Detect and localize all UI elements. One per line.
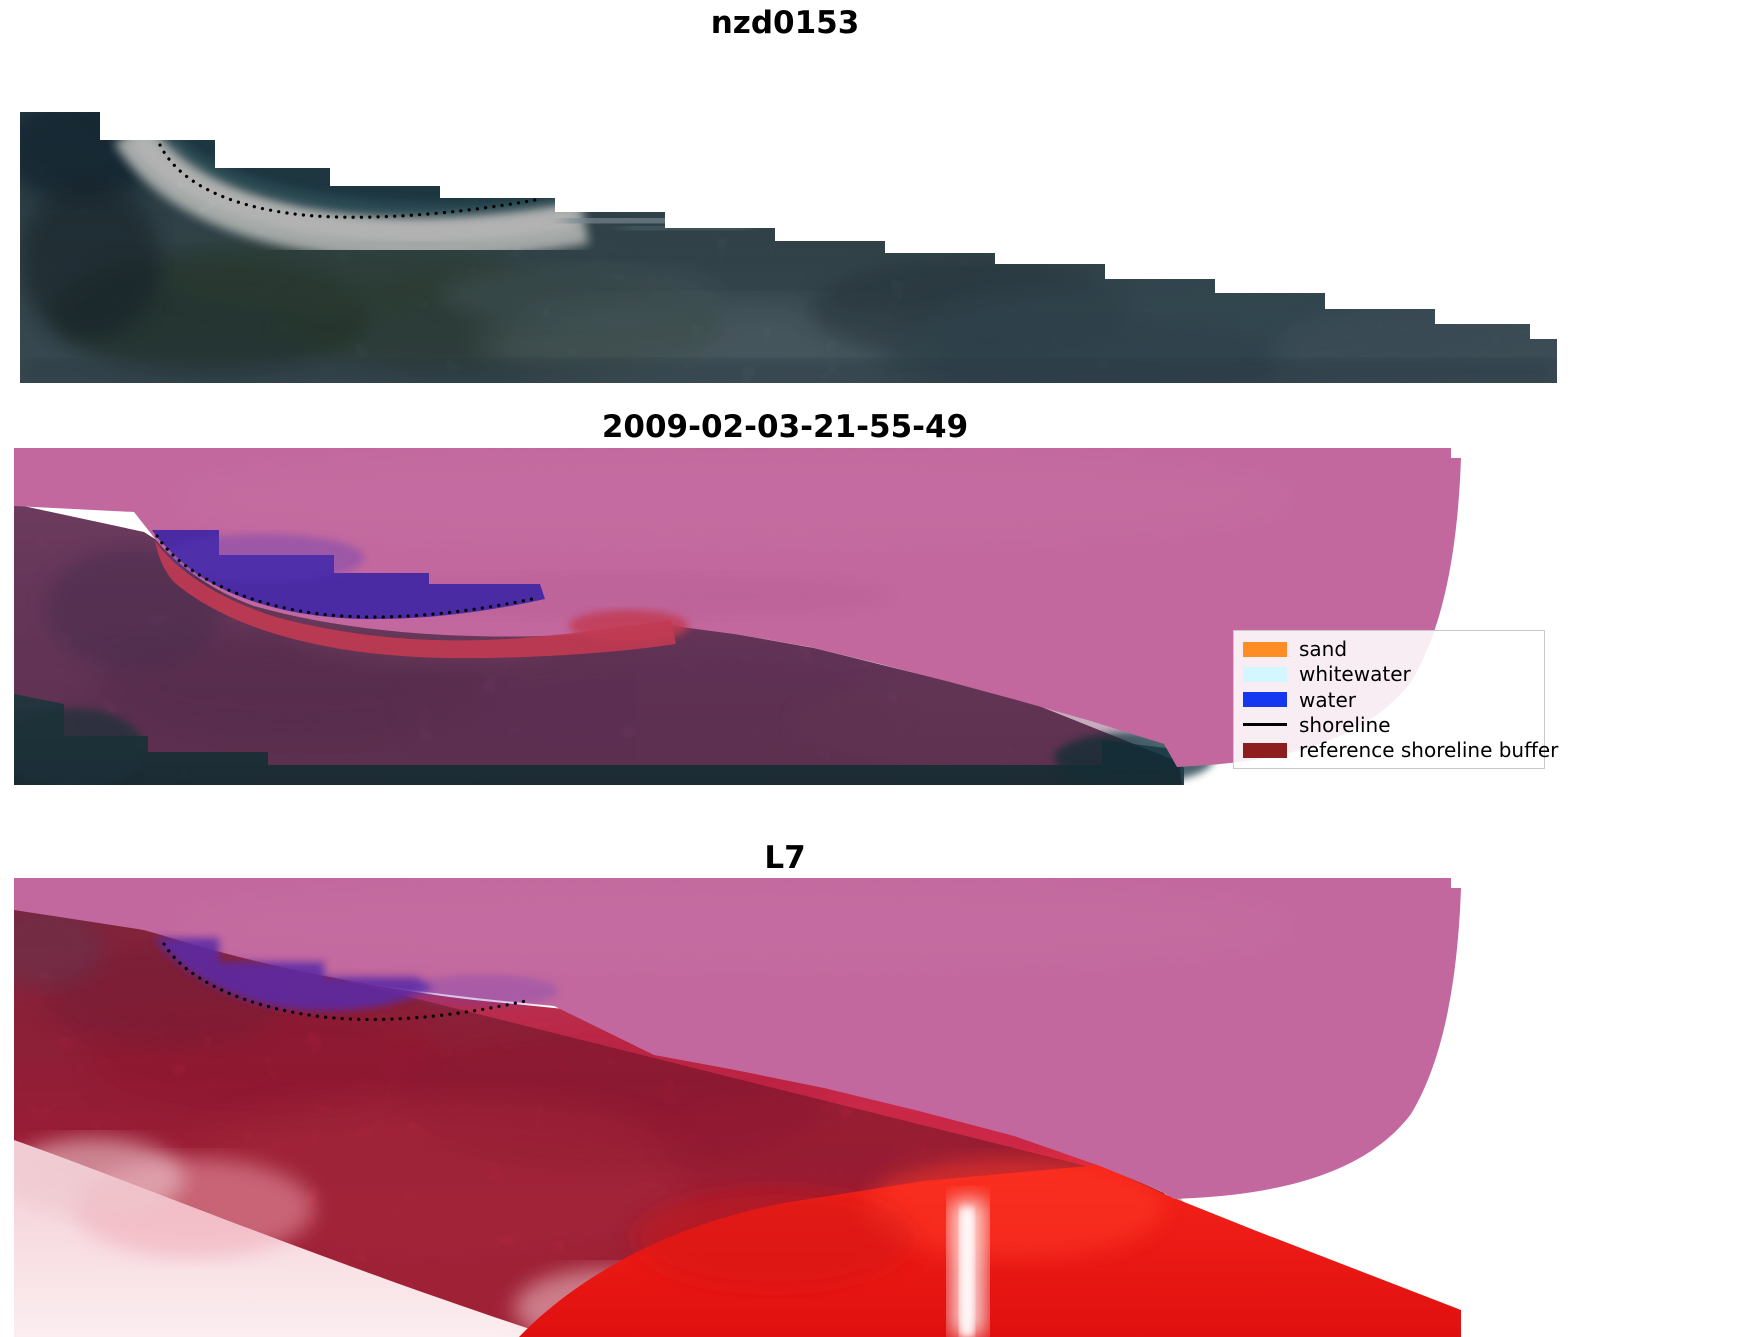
pale-lowland-region bbox=[14, 1140, 554, 1337]
legend-row-water: water bbox=[1243, 688, 1535, 712]
legend-swatch-reference-buffer bbox=[1243, 742, 1287, 758]
legend-label-whitewater: whitewater bbox=[1299, 662, 1411, 687]
legend-swatch-sand bbox=[1243, 641, 1287, 657]
legend-row-reference-buffer: reference shoreline buffer bbox=[1243, 738, 1558, 762]
legend-row-shoreline: shoreline bbox=[1243, 713, 1535, 737]
water-class-patch bbox=[152, 530, 545, 620]
legend-row-whitewater: whitewater bbox=[1243, 662, 1535, 686]
shoreline-dotted-line bbox=[162, 942, 532, 1022]
water-class-patch bbox=[154, 938, 434, 1012]
rgb-image-art bbox=[20, 112, 1557, 383]
legend-label-shoreline: shoreline bbox=[1299, 712, 1391, 737]
legend-line-shoreline bbox=[1243, 723, 1287, 727]
panel-rgb-satellite-image bbox=[20, 112, 1557, 383]
panel-title-rgb: nzd0153 bbox=[710, 5, 860, 41]
legend-swatch-whitewater bbox=[1243, 666, 1287, 682]
panel-mndwi-image bbox=[14, 878, 1461, 1337]
legend: sand whitewater water shoreline referenc… bbox=[1233, 630, 1558, 769]
panel-title-mndwi: L7 bbox=[764, 840, 806, 876]
legend-label-reference-buffer: reference shoreline buffer bbox=[1299, 738, 1559, 762]
panel-classified-image bbox=[14, 448, 1461, 785]
shoreline-dotted-line bbox=[158, 143, 537, 219]
legend-label-sand: sand bbox=[1299, 637, 1348, 661]
noise-texture-coarse bbox=[20, 112, 1557, 383]
legend-label-water: water bbox=[1299, 687, 1356, 712]
panel-title-classified: 2009-02-03-21-55-49 bbox=[601, 409, 969, 445]
reference-buffer-overlay bbox=[155, 541, 676, 659]
legend-row-sand: sand bbox=[1243, 637, 1535, 661]
legend-swatch-water bbox=[1243, 692, 1287, 707]
